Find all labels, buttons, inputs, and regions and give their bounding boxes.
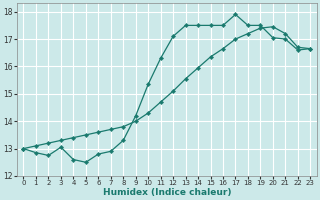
X-axis label: Humidex (Indice chaleur): Humidex (Indice chaleur) xyxy=(103,188,231,197)
